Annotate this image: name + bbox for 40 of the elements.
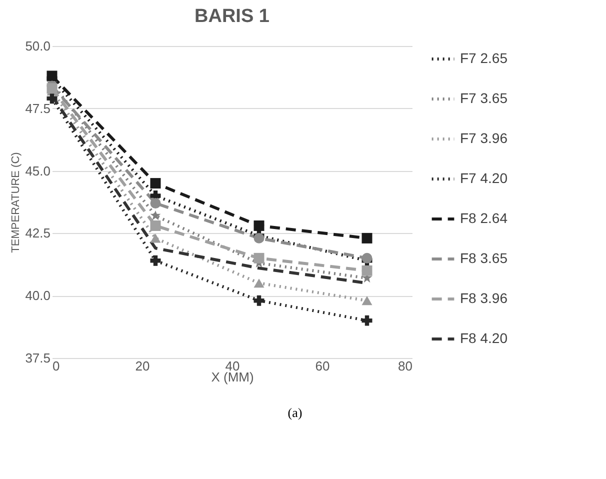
point [150,178,161,189]
point [254,278,264,288]
legend-label: F7 3.65 [460,90,508,106]
point [362,265,372,276]
y-tick-label: 42.5 [25,226,50,241]
point [150,210,161,220]
point [362,296,372,306]
point [362,315,372,326]
y-tick-label: 40.0 [25,288,50,304]
point [46,70,58,82]
legend-label: F8 4.20 [460,330,508,346]
x-tick-label: 60 [315,358,330,374]
y-tick-label: 50.0 [25,38,50,54]
y-axis-title: TEMPERATURE (C) [10,152,22,253]
legend-label: F8 3.96 [460,290,508,306]
legend-label: F7 4.20 [460,170,508,186]
point [254,295,264,306]
legend-label: F8 3.65 [460,250,508,266]
x-tick-label: 20 [135,358,150,374]
point [150,234,161,243]
legend-label: F7 2.65 [460,50,508,66]
y-tick-label: 37.5 [25,350,50,366]
y-tick-label: 45.0 [25,163,50,178]
x-tick-label: 80 [398,358,412,374]
point [254,232,264,244]
point [150,198,161,208]
point [150,255,161,266]
x-tick-label: 0 [52,358,60,374]
legend-label: F8 2.64 [460,210,508,226]
point [254,252,264,264]
chart-title: BARIS 1 [194,6,270,27]
point [362,252,372,264]
point [46,83,58,94]
point [362,232,372,244]
legend-label: F7 3.96 [460,130,508,146]
point [254,220,264,231]
text: (a) [286,405,304,421]
point [46,93,58,104]
point [150,220,161,231]
y-tick-label: 47.5 [25,100,50,116]
